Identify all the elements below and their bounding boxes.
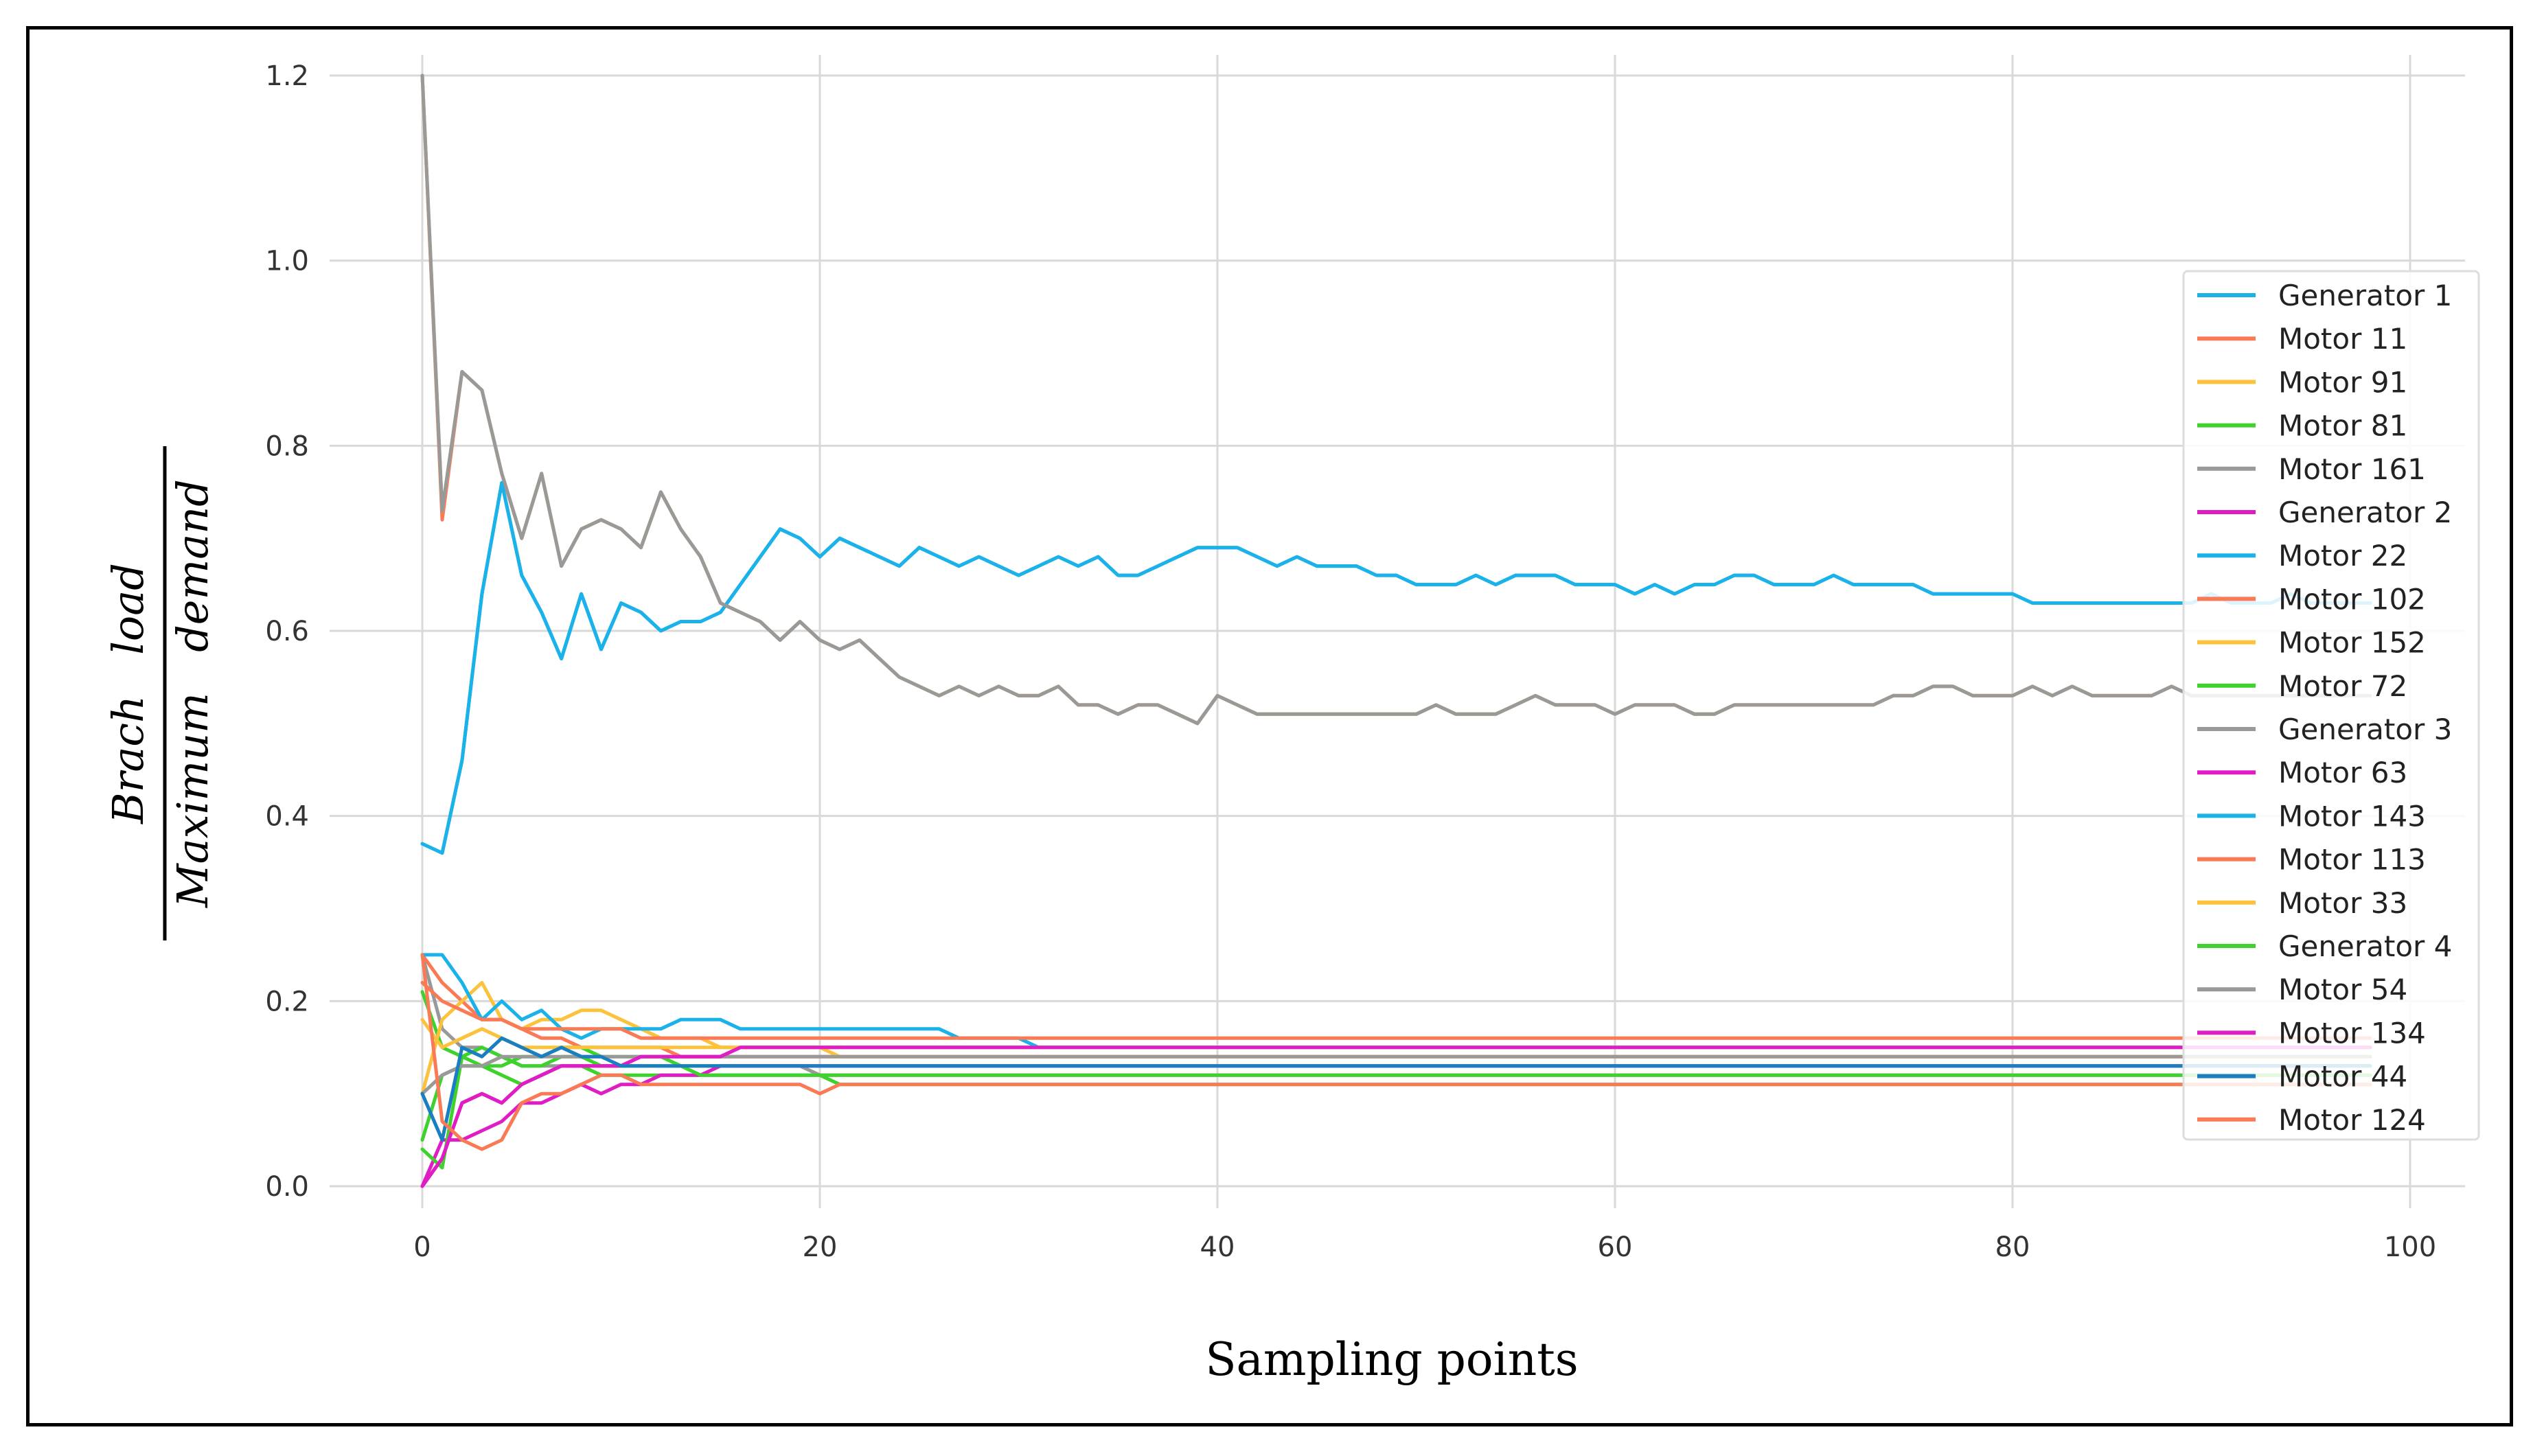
series-line-motor-72 <box>420 1045 2372 1142</box>
figure-frame <box>26 26 2513 1426</box>
y-tick-label: 0.4 <box>265 801 309 833</box>
y-tick-label: 0.6 <box>265 616 309 647</box>
legend-label: Generator 2 <box>2278 496 2452 529</box>
series-line-motor-11 <box>420 73 2372 726</box>
legend-label: Motor 33 <box>2278 886 2407 920</box>
legend-label: Motor 91 <box>2278 365 2407 399</box>
x-tick-label: 20 <box>803 1232 838 1263</box>
series-line-motor-134 <box>420 1045 2372 1188</box>
legend-label: Generator 3 <box>2278 713 2452 746</box>
x-tick-label: 0 <box>413 1232 431 1263</box>
legend: Generator 1 Motor 11 Motor 91 Motor 81 Motor… <box>2182 270 2480 1141</box>
legend-label: Motor 11 <box>2278 322 2407 356</box>
legend-label: Motor 124 <box>2278 1103 2426 1137</box>
y-tick-label: 0.8 <box>265 430 309 462</box>
series-line-generator-1 <box>420 481 2372 855</box>
x-tick-label: 60 <box>1598 1232 1633 1263</box>
legend-label: Motor 161 <box>2278 452 2426 486</box>
x-tick-label: 100 <box>2384 1232 2436 1263</box>
legend-label: Motor 63 <box>2278 756 2407 789</box>
series-line-motor-91 <box>420 73 2372 726</box>
y-tick-label: 0.0 <box>265 1171 309 1203</box>
y-axis-label: Brach load Maximum demand <box>103 446 218 940</box>
legend-label: Motor 22 <box>2278 539 2407 573</box>
y-tick-label: 1.0 <box>265 246 309 277</box>
legend-label: Motor 72 <box>2278 669 2407 703</box>
legend-label: Motor 54 <box>2278 973 2407 1006</box>
y-label-numerator: Brach load <box>103 563 153 824</box>
x-axis-label: Sampling points <box>1205 1333 1578 1386</box>
x-tick-label: 40 <box>1200 1232 1235 1263</box>
legend-label: Generator 1 <box>2278 279 2452 312</box>
legend-label: Generator 4 <box>2278 929 2452 963</box>
series-line-generator-3 <box>420 73 2372 726</box>
series-line-generator-4 <box>420 1045 2372 1170</box>
legend-label: Motor 143 <box>2278 799 2426 833</box>
legend-label: Motor 102 <box>2278 582 2426 616</box>
legend-label: Motor 152 <box>2278 626 2426 660</box>
series-line-motor-22 <box>420 481 2372 855</box>
legend-items: Generator 1 Motor 11 Motor 91 Motor 81 Motor… <box>2197 279 2452 1137</box>
series-line-motor-44 <box>420 1036 2372 1142</box>
legend-label: Motor 81 <box>2278 409 2407 443</box>
legend-label: Motor 134 <box>2278 1016 2426 1050</box>
legend-label: Motor 44 <box>2278 1060 2407 1094</box>
y-tick-label: 1.2 <box>265 60 309 92</box>
legend-box <box>2182 270 2480 1141</box>
y-label-denominator: Maximum demand <box>168 479 218 908</box>
tick-labels: 0 20 40 60 80 100 0.0 0.2 0.4 0.6 0.8 1.0 1.2 <box>265 60 2436 1263</box>
series-line-motor-102 <box>420 953 2372 1059</box>
series-lines <box>420 73 2372 1188</box>
legend-label: Motor 113 <box>2278 843 2426 877</box>
series-line-motor-113 <box>420 980 2372 1040</box>
series-line-motor-54 <box>420 1054 2372 1096</box>
series-line-motor-124 <box>420 953 2372 1151</box>
grid <box>330 55 2465 1208</box>
y-tick-label: 0.2 <box>265 986 309 1017</box>
x-tick-label: 80 <box>1995 1232 2030 1263</box>
